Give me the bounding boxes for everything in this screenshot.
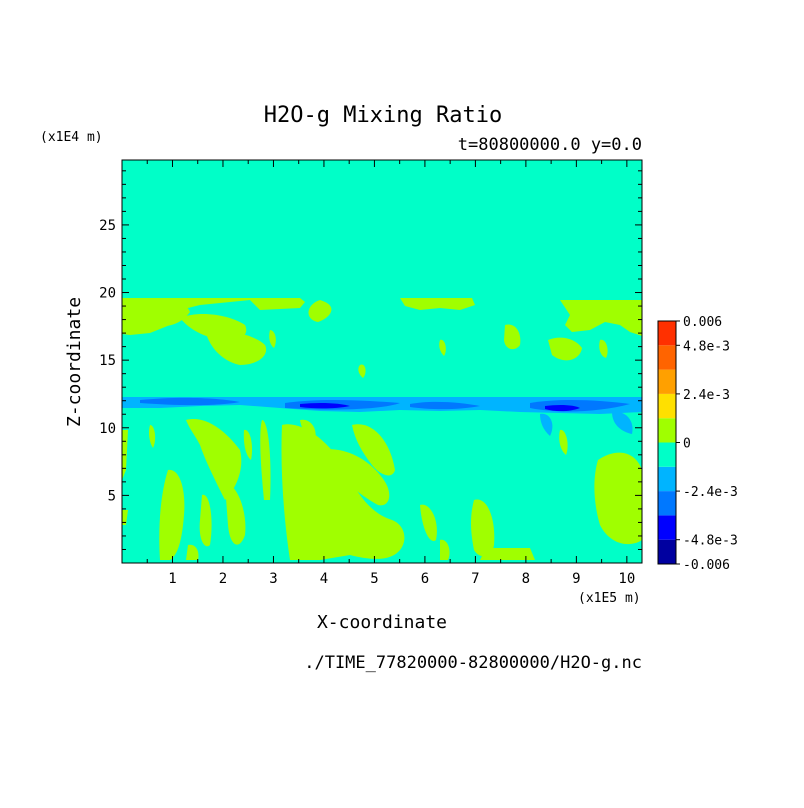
colorbar-label: -0.006 bbox=[683, 558, 730, 573]
x-tick-label: 8 bbox=[522, 571, 530, 587]
mid-negative-band bbox=[122, 397, 642, 436]
y-tick-label: 20 bbox=[99, 286, 116, 302]
x-tick-label: 6 bbox=[421, 571, 429, 587]
colorbar-label: 2.4e-3 bbox=[683, 388, 730, 403]
y-axis: 5 10 15 20 25 bbox=[99, 170, 642, 550]
x-tick-label: 2 bbox=[219, 571, 227, 587]
colorbar-level bbox=[658, 515, 676, 540]
colorbar-level bbox=[658, 539, 676, 564]
colorbar: 0.006 4.8e-3 2.4e-3 0 -2.4e-3 -4.8e-3 -0.006 bbox=[657, 315, 738, 573]
colorbar-level bbox=[658, 369, 676, 394]
footer-path: ./TIME_77820000-82800000/H2O-g.nc bbox=[304, 653, 642, 673]
chart-title: H2O-g Mixing Ratio bbox=[264, 103, 502, 128]
chart-subtitle: t=80800000.0 y=0.0 bbox=[458, 135, 642, 155]
upper-positive-band bbox=[122, 298, 642, 378]
colorbar-label: -4.8e-3 bbox=[683, 534, 738, 549]
x-axis: 1 2 3 4 5 6 7 8 9 10 bbox=[146, 160, 635, 587]
y-tick-label: 25 bbox=[99, 218, 116, 234]
colorbar-level bbox=[658, 345, 676, 370]
colorbar-label: 0.006 bbox=[683, 315, 722, 330]
y-unit-label: (x1E4 m) bbox=[40, 130, 103, 145]
x-axis-label: X-coordinate bbox=[317, 612, 447, 633]
x-unit-label: (x1E5 m) bbox=[578, 591, 641, 606]
colorbar-level bbox=[658, 418, 676, 443]
y-tick-label: 5 bbox=[108, 488, 116, 504]
colorbar-level bbox=[658, 442, 676, 467]
colorbar-label: 0 bbox=[683, 437, 691, 452]
y-axis-label: Z-coordinate bbox=[64, 297, 85, 427]
x-tick-label: 10 bbox=[618, 571, 635, 587]
colorbar-level bbox=[658, 491, 676, 516]
x-tick-label: 9 bbox=[572, 571, 580, 587]
colorbar-label: -2.4e-3 bbox=[683, 485, 738, 500]
y-tick-label: 10 bbox=[99, 421, 116, 437]
colorbar-label: 4.8e-3 bbox=[683, 339, 730, 354]
plot-frame bbox=[121, 159, 643, 564]
x-tick-label: 1 bbox=[168, 571, 176, 587]
colorbar-level bbox=[658, 321, 676, 346]
x-tick-label: 5 bbox=[370, 571, 378, 587]
x-tick-label: 4 bbox=[320, 571, 328, 587]
x-tick-label: 7 bbox=[471, 571, 479, 587]
colorbar-level bbox=[658, 466, 676, 492]
plot-area bbox=[122, 160, 642, 563]
y-tick-label: 15 bbox=[99, 353, 116, 369]
lower-positive-regions bbox=[122, 419, 642, 560]
colorbar-level bbox=[658, 393, 676, 419]
x-tick-label: 3 bbox=[269, 571, 277, 587]
